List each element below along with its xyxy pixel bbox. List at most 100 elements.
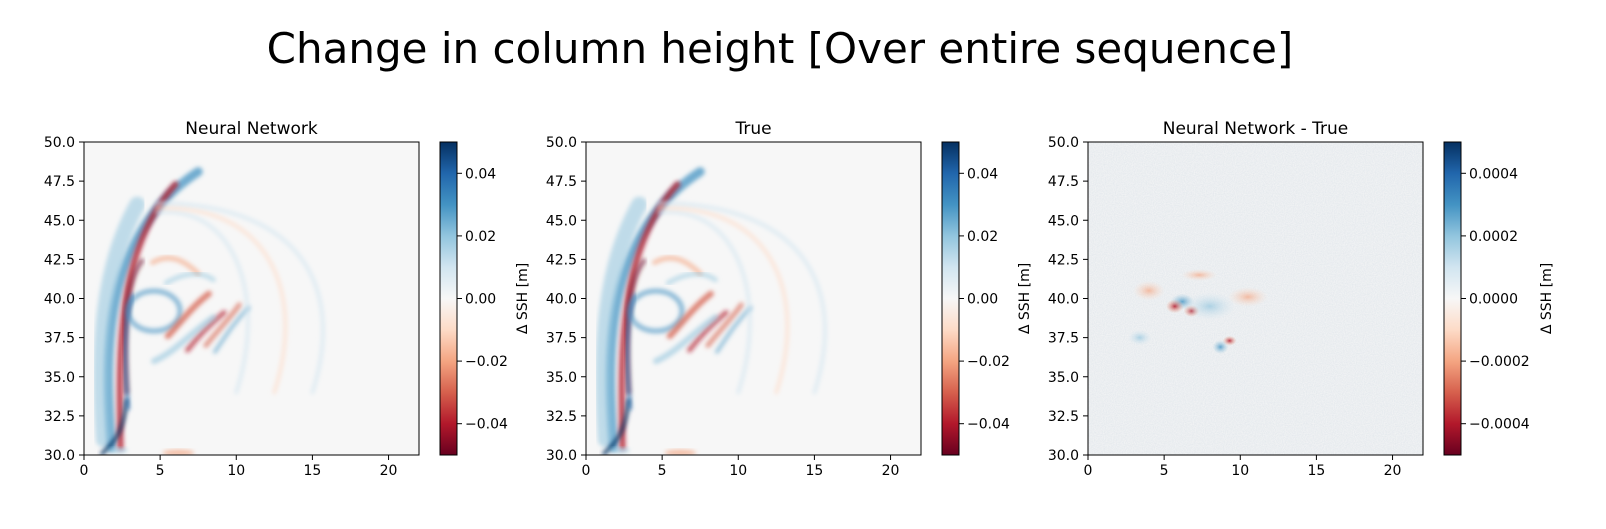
field-feature xyxy=(627,288,685,334)
figure-title: Change in column height [Over entire seq… xyxy=(266,24,1294,73)
y-tick-label: 37.5 xyxy=(1048,331,1079,347)
field-feature xyxy=(609,447,630,454)
colorbar xyxy=(941,141,960,456)
field-feature xyxy=(666,290,714,340)
y-tick-label: 40.0 xyxy=(44,292,75,308)
y-tick-label: 32.5 xyxy=(1048,409,1079,425)
field-feature xyxy=(595,196,648,448)
field-feature xyxy=(155,205,288,395)
field-feature xyxy=(1127,329,1152,346)
x-tick-label: 15 xyxy=(805,463,823,479)
y-tick-label: 37.5 xyxy=(44,331,75,347)
y-tick-label: 50.0 xyxy=(546,135,577,151)
colorbar-tick-label: −0.02 xyxy=(967,354,1010,370)
y-tick-label: 42.5 xyxy=(546,252,577,268)
field-feature xyxy=(602,398,631,455)
field-feature xyxy=(1227,286,1268,307)
y-tick-label: 30.0 xyxy=(1048,448,1079,464)
colorbar-tick-label: −0.04 xyxy=(967,417,1010,433)
y-tick-label: 47.5 xyxy=(1048,174,1079,190)
field-feature xyxy=(652,255,703,276)
x-tick-label: 0 xyxy=(80,463,89,479)
y-tick-label: 32.5 xyxy=(44,409,75,425)
panel-2: True 0 5 10 15 20 30.0 32.5 35.0 37.5 40.0 42.5 45.0… xyxy=(546,119,1033,479)
y-tick-label: 45.0 xyxy=(546,213,577,229)
field-feature xyxy=(653,314,719,365)
colorbar-label: Δ SSH [m] xyxy=(515,263,531,334)
field-feature xyxy=(1181,269,1218,282)
y-tick-label: 32.5 xyxy=(546,409,577,425)
heatmap-field xyxy=(1088,142,1423,455)
x-tick-label: 10 xyxy=(729,463,747,479)
field-feature xyxy=(657,210,752,395)
y-tick-label: 47.5 xyxy=(546,174,577,190)
field-feature xyxy=(705,302,744,348)
plot-area xyxy=(586,142,921,455)
heatmap-field xyxy=(93,167,325,455)
colorbar-label: Δ SSH [m] xyxy=(1017,263,1033,334)
y-tick-label: 30.0 xyxy=(44,448,75,464)
colorbar-tick-label: 0.02 xyxy=(967,229,998,245)
field-feature xyxy=(213,305,251,354)
heatmap-field xyxy=(595,167,827,455)
y-tick-label: 42.5 xyxy=(44,252,75,268)
x-tick-label: 0 xyxy=(582,463,591,479)
y-tick-label: 40.0 xyxy=(546,292,577,308)
field-feature xyxy=(107,447,128,454)
y-tick-label: 45.0 xyxy=(1048,213,1079,229)
colorbar-tick-label: 0.00 xyxy=(465,292,496,308)
colorbar-tick-label: 0.04 xyxy=(465,166,496,182)
field-feature xyxy=(155,201,325,395)
y-tick-label: 35.0 xyxy=(546,370,577,386)
y-tick-label: 42.5 xyxy=(1048,252,1079,268)
colorbar xyxy=(439,141,458,456)
colorbar-tick-label: 0.0000 xyxy=(1469,292,1518,308)
plot-area xyxy=(84,142,419,455)
x-tick-label: 10 xyxy=(227,463,245,479)
colorbar-label: Δ SSH [m] xyxy=(1539,263,1555,334)
x-tick-label: 0 xyxy=(1084,463,1093,479)
field-feature xyxy=(657,205,790,395)
y-tick-label: 47.5 xyxy=(44,174,75,190)
field-feature xyxy=(163,271,216,286)
x-tick-label: 20 xyxy=(1384,463,1402,479)
colorbar xyxy=(1443,141,1462,456)
y-tick-label: 37.5 xyxy=(546,331,577,347)
field-feature xyxy=(150,255,201,276)
field-feature xyxy=(1183,292,1236,321)
colorbar-tick-label: 0.0002 xyxy=(1469,229,1518,245)
field-feature xyxy=(1165,299,1184,314)
x-tick-label: 20 xyxy=(882,463,900,479)
panel-title: Neural Network xyxy=(185,119,318,139)
panel-3: Neural Network - True 0 5 10 15 20 30.0 32.5 35.… xyxy=(1048,119,1555,479)
y-tick-label: 35.0 xyxy=(44,370,75,386)
field-feature xyxy=(657,201,827,395)
field-feature xyxy=(162,449,195,455)
x-tick-label: 5 xyxy=(156,463,165,479)
x-tick-label: 20 xyxy=(380,463,398,479)
x-tick-label: 10 xyxy=(1231,463,1249,479)
colorbar-tick-label: 0.0004 xyxy=(1469,166,1518,182)
field-feature xyxy=(93,196,146,448)
x-tick-label: 5 xyxy=(658,463,667,479)
field-feature xyxy=(185,310,227,353)
field-feature xyxy=(203,302,242,348)
y-tick-label: 40.0 xyxy=(1048,292,1079,308)
field-feature xyxy=(1132,280,1165,301)
colorbar-tick-label: 0.02 xyxy=(465,229,496,245)
y-tick-label: 35.0 xyxy=(1048,370,1079,386)
field-feature xyxy=(164,290,212,340)
colorbar-tick-label: −0.0002 xyxy=(1469,354,1530,370)
field-feature xyxy=(664,449,697,455)
y-tick-label: 45.0 xyxy=(44,213,75,229)
y-tick-label: 50.0 xyxy=(1048,135,1079,151)
field-feature xyxy=(100,398,129,455)
x-tick-label: 5 xyxy=(1160,463,1169,479)
field-feature xyxy=(715,305,753,354)
panel-title: True xyxy=(734,119,771,139)
panel-title: Neural Network - True xyxy=(1163,119,1349,139)
field-feature xyxy=(687,310,729,353)
y-tick-label: 30.0 xyxy=(546,448,577,464)
panel-1: Neural Network 0 5 10 15 20 30.0 32.5 35.0 37.5 40… xyxy=(44,119,531,479)
field-feature xyxy=(665,271,718,286)
